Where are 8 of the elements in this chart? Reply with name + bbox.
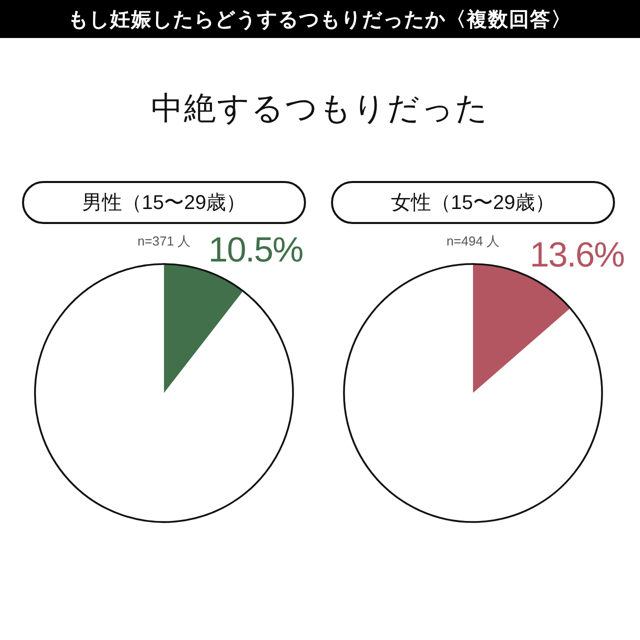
chart-subtitle: n=494 人 xyxy=(446,234,500,248)
text: 中絶するつもりだった xyxy=(151,90,489,126)
chart-title: 男性（15〜29歳） xyxy=(82,192,246,214)
chart-title: 女性（15〜29歳） xyxy=(390,192,556,214)
data-label: 10.5% xyxy=(208,230,303,270)
data-label: 13.6% xyxy=(530,235,624,274)
chart-subtitle: n=371 人 xyxy=(137,234,191,248)
text: もし妊娠したらどうするつもりだったか〈複数回答〉 xyxy=(68,8,572,31)
